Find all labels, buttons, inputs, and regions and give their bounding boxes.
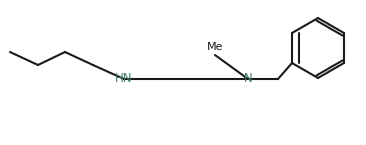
- Text: N: N: [244, 72, 253, 86]
- Text: Me: Me: [207, 42, 223, 52]
- Text: HN: HN: [115, 72, 133, 86]
